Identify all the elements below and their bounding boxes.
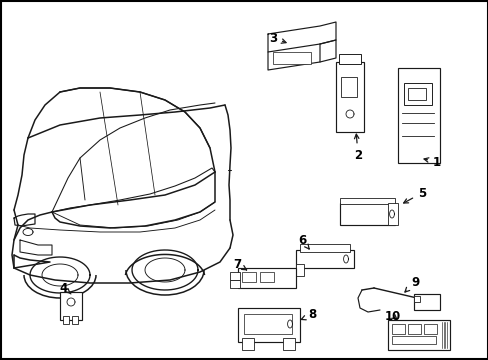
Text: 2: 2 [353,134,361,162]
Text: 8: 8 [301,309,315,321]
Bar [407,324,420,334]
Bar [335,62,363,132]
Bar [63,316,69,324]
Bar [295,250,353,268]
Text: 4: 4 [60,282,71,294]
Bar [407,88,425,100]
Bar [229,280,240,288]
Bar [72,316,78,324]
Text: 6: 6 [297,234,308,249]
Bar [423,324,436,334]
Bar [299,244,349,252]
Text: 9: 9 [404,275,418,292]
Bar [60,292,82,320]
Bar [340,77,356,97]
Text: 1: 1 [423,156,440,168]
Bar [339,203,394,225]
Polygon shape [267,22,335,52]
Bar [397,68,439,163]
Text: 7: 7 [232,257,246,270]
Bar [391,324,404,334]
Bar [387,203,397,225]
Text: 5: 5 [403,186,425,203]
Polygon shape [319,40,335,62]
Bar [229,272,240,280]
Bar [238,308,299,342]
Bar [403,83,431,105]
Polygon shape [267,44,319,70]
Bar [338,54,360,64]
Bar [260,272,273,282]
Bar [413,294,439,310]
Bar [238,268,295,288]
Bar [339,198,394,204]
Text: 3: 3 [268,32,285,45]
Bar [272,52,310,64]
Bar [387,320,449,350]
Text: 10: 10 [384,310,400,323]
Bar [244,314,291,334]
Bar [242,272,256,282]
Bar [413,296,419,302]
Bar [391,336,435,344]
Bar [242,338,253,350]
Bar [295,264,304,276]
Bar [283,338,294,350]
